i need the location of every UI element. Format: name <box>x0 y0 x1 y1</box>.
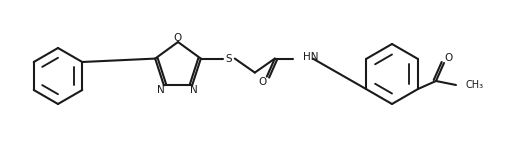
Text: O: O <box>259 77 267 87</box>
Text: O: O <box>174 33 182 43</box>
Text: S: S <box>225 54 232 64</box>
Text: CH₃: CH₃ <box>466 80 484 90</box>
Text: HN: HN <box>303 52 318 62</box>
Text: N: N <box>157 85 165 95</box>
Text: O: O <box>445 53 453 63</box>
Text: N: N <box>190 85 198 95</box>
